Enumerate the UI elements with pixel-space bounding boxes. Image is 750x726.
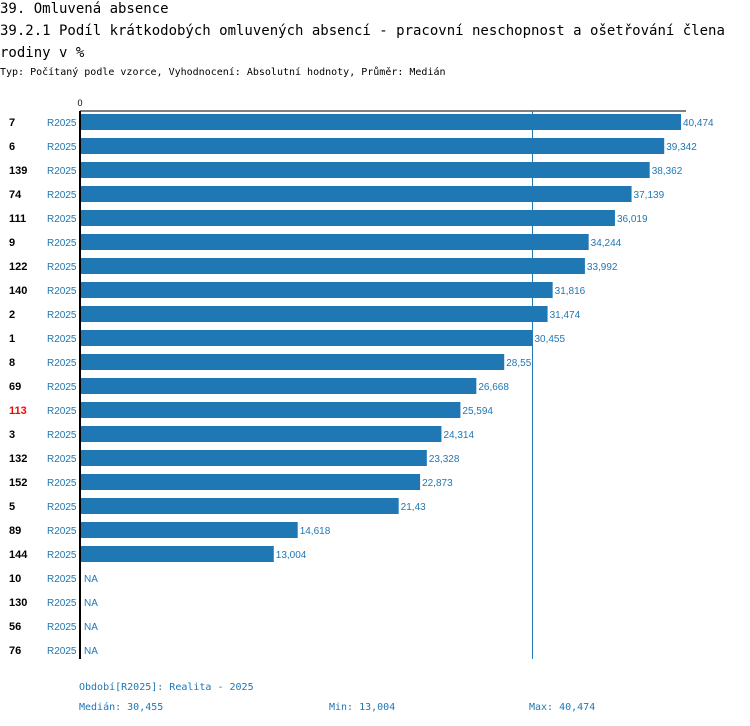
bar: [81, 162, 650, 178]
category-label: 5: [9, 501, 15, 513]
value-label: 30,455: [534, 334, 565, 345]
bar: [81, 522, 298, 538]
bar: [81, 354, 505, 370]
bar: [81, 282, 553, 298]
bar: [81, 306, 548, 322]
chart-section-title: 39. Omluvená absence: [0, 1, 169, 17]
bar: [81, 330, 533, 346]
series-label: R2025: [47, 382, 77, 393]
value-label: 31,474: [550, 310, 581, 321]
bar: [81, 402, 461, 418]
value-label: NA: [84, 598, 98, 609]
series-label: R2025: [47, 502, 77, 513]
category-label: 132: [9, 453, 27, 465]
value-label: 33,992: [587, 262, 618, 273]
chart-title: 39.2.1 Podíl krátkodobých omluvených abs…: [0, 23, 725, 61]
category-label: 6: [9, 141, 15, 153]
value-label: 39,342: [666, 142, 697, 153]
value-label: 38,362: [652, 166, 683, 177]
footer-period: Období[R2025]: Realita - 2025: [79, 682, 254, 693]
series-label: R2025: [47, 310, 77, 321]
value-label: 23,328: [429, 454, 460, 465]
series-label: R2025: [47, 334, 77, 345]
category-label: 69: [9, 381, 21, 393]
series-label: R2025: [47, 358, 77, 369]
chart-description: Typ: Počítaný podle vzorce, Vyhodnocení:…: [0, 67, 446, 78]
series-label: R2025: [47, 214, 77, 225]
category-label: 1: [9, 333, 15, 345]
series-label: R2025: [47, 166, 77, 177]
value-label: 24,314: [443, 430, 474, 441]
value-label: 25,594: [462, 406, 493, 417]
value-label: 14,618: [300, 526, 331, 537]
category-label: 2: [9, 309, 15, 321]
category-label: 111: [9, 213, 26, 225]
bar: [81, 426, 442, 442]
category-label: 152: [9, 477, 27, 489]
value-label: 37,139: [634, 190, 665, 201]
category-label: 139: [9, 165, 27, 177]
value-label: 13,004: [276, 550, 307, 561]
category-label: 113: [9, 405, 27, 417]
value-label: 22,873: [422, 478, 453, 489]
value-label: NA: [84, 574, 98, 585]
footer-min: Min: 13,004: [329, 702, 396, 713]
series-label: R2025: [47, 646, 77, 657]
series-label: R2025: [47, 598, 77, 609]
value-label: 34,244: [591, 238, 622, 249]
value-label: 40,474: [683, 118, 714, 129]
category-label: 7: [9, 117, 15, 129]
bar: [81, 186, 632, 202]
value-label: 31,816: [555, 286, 586, 297]
series-label: R2025: [47, 430, 77, 441]
bar: [81, 234, 589, 250]
category-label: 140: [9, 285, 27, 297]
bar: [81, 474, 421, 490]
series-label: R2025: [47, 454, 77, 465]
bar: [81, 498, 399, 514]
footer-max: Max: 40,474: [529, 702, 596, 713]
value-label: 26,668: [478, 382, 509, 393]
footer-median: Medián: 30,455: [79, 702, 164, 713]
series-label: R2025: [47, 574, 77, 585]
series-label: R2025: [47, 142, 77, 153]
category-label: 10: [9, 573, 21, 585]
value-label: NA: [84, 646, 98, 657]
series-label: R2025: [47, 238, 77, 249]
series-label: R2025: [47, 478, 77, 489]
bar: [81, 138, 665, 154]
category-label: 144: [9, 549, 28, 561]
category-label: 9: [9, 237, 15, 249]
series-label: R2025: [47, 262, 77, 273]
series-label: R2025: [47, 286, 77, 297]
bar: [81, 114, 681, 130]
value-label: NA: [84, 622, 98, 633]
category-label: 76: [9, 645, 21, 657]
series-label: R2025: [47, 406, 77, 417]
category-label: 122: [9, 261, 27, 273]
category-label: 56: [9, 621, 21, 633]
value-label: 36,019: [617, 214, 648, 225]
value-label: 28,55: [506, 358, 531, 369]
bar: [81, 450, 427, 466]
series-label: R2025: [47, 622, 77, 633]
series-label: R2025: [47, 550, 77, 561]
category-label: 89: [9, 525, 21, 537]
category-label: 3: [9, 429, 15, 441]
bar: [81, 546, 274, 562]
bar: [81, 210, 615, 226]
bar: [81, 258, 585, 274]
series-label: R2025: [47, 526, 77, 537]
category-label: 8: [9, 357, 15, 369]
category-label: 130: [9, 597, 27, 609]
category-label: 74: [9, 189, 22, 201]
series-label: R2025: [47, 118, 77, 129]
series-label: R2025: [47, 190, 77, 201]
bar: [81, 378, 477, 394]
x-axis-zero-label: 0: [77, 98, 82, 108]
value-label: 21,43: [401, 502, 426, 513]
